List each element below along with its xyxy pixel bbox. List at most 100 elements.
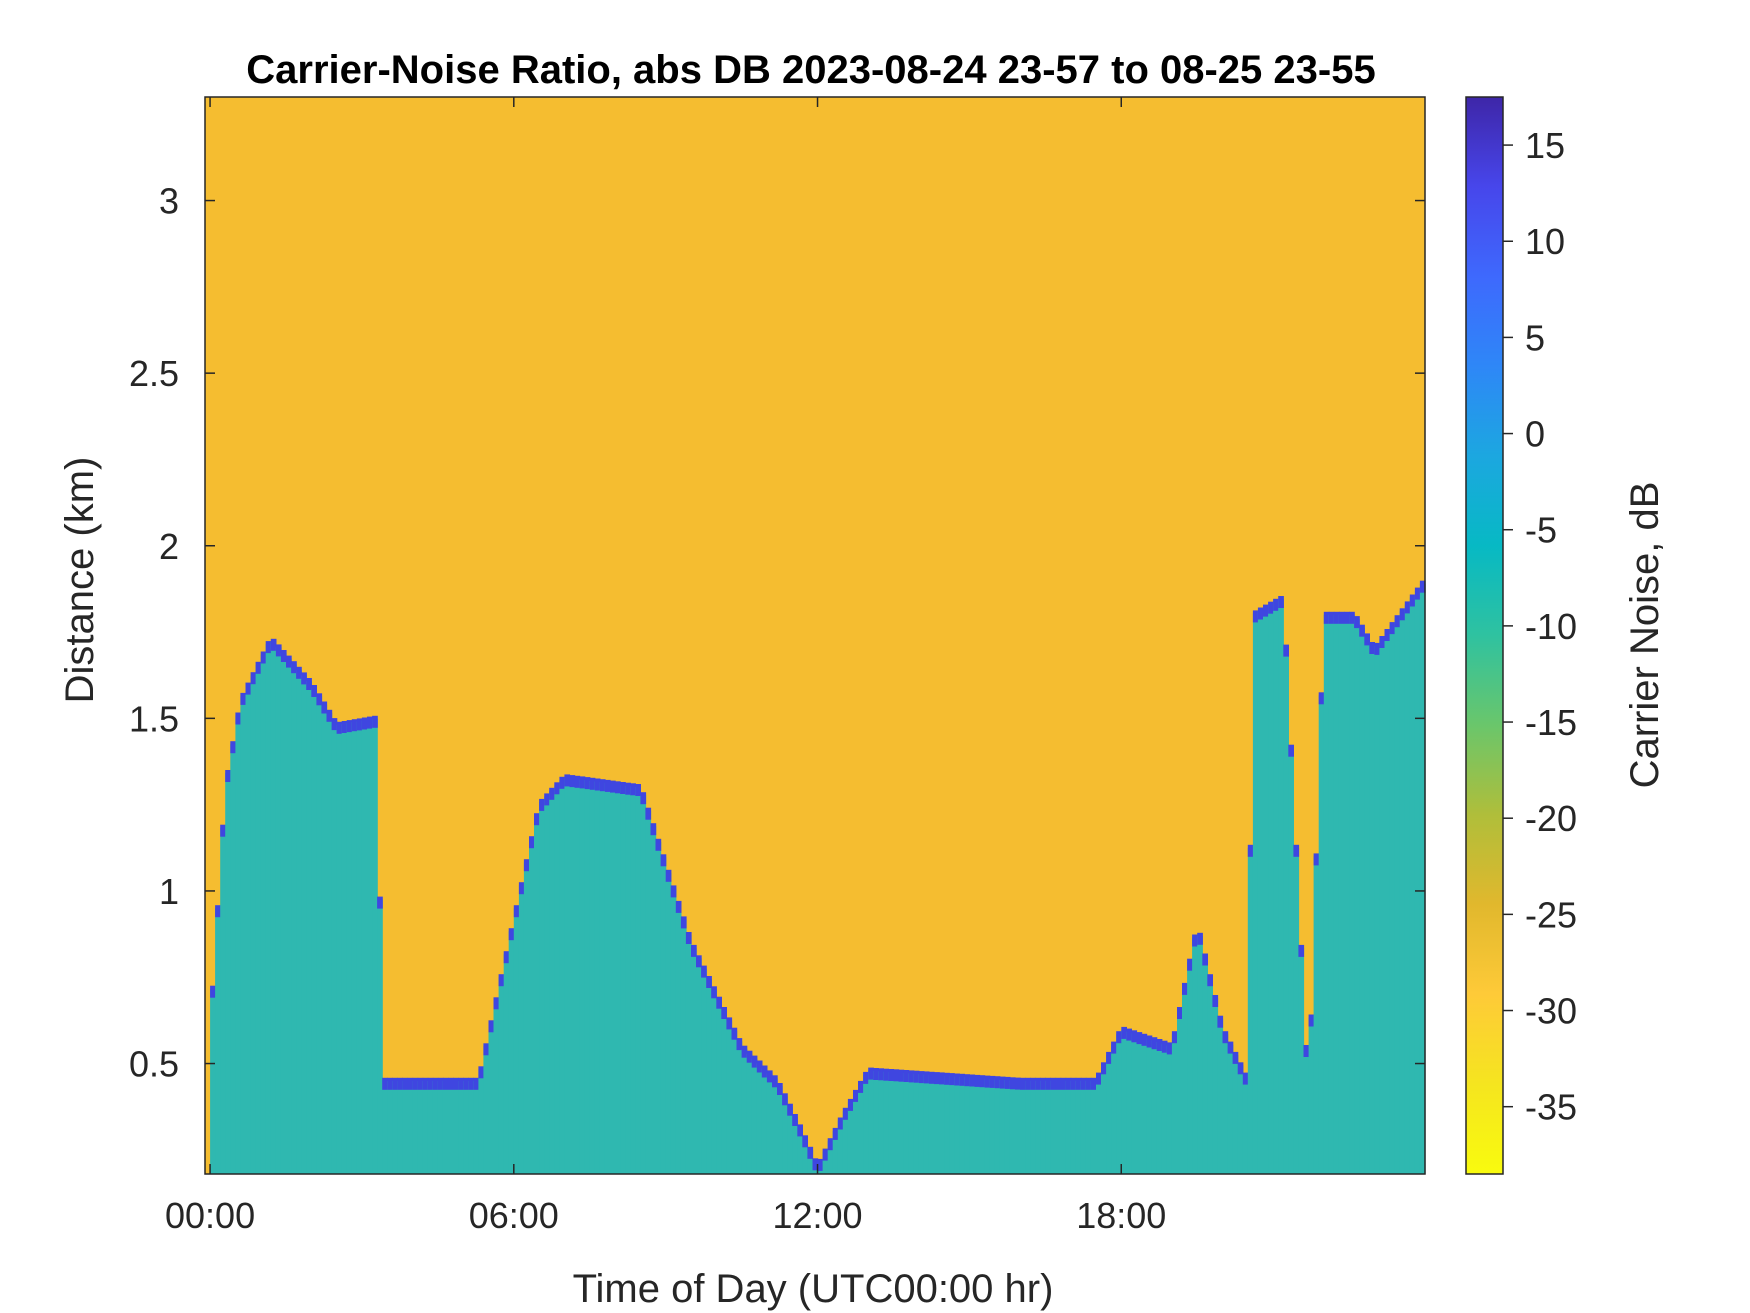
heatmap-column <box>275 647 282 1174</box>
layer-top-cell <box>1192 934 1198 947</box>
heatmap-column <box>442 1080 449 1174</box>
heatmap-column <box>949 1076 955 1174</box>
heatmap-column <box>1359 627 1365 1174</box>
layer-top-cell <box>827 1138 834 1151</box>
layer-top-cell <box>306 678 312 690</box>
layer-top-cell <box>270 638 277 651</box>
heatmap-column <box>1333 614 1340 1174</box>
layer-top-cell <box>711 986 717 999</box>
layer-top-cell <box>407 1077 414 1090</box>
layer-top-cell <box>1379 636 1386 648</box>
heatmap-column <box>296 669 302 1174</box>
heatmap-column <box>493 1000 500 1174</box>
layer-top-cell <box>392 1077 398 1090</box>
heatmap-column <box>458 1080 464 1174</box>
layer-top-cell <box>746 1050 753 1063</box>
heatmap-column <box>1212 998 1219 1174</box>
layer-top-cell <box>751 1055 758 1068</box>
layer-top-cell <box>346 720 353 733</box>
heatmap-column <box>984 1078 991 1174</box>
layer-top-cell <box>939 1072 945 1085</box>
heatmap-column <box>665 872 672 1174</box>
heatmap-column <box>321 704 328 1174</box>
heatmap-column <box>918 1074 925 1174</box>
heatmap-column <box>1182 985 1188 1174</box>
heatmap-column <box>630 786 636 1174</box>
layer-top-cell <box>311 685 317 697</box>
heatmap-column <box>670 888 677 1174</box>
heatmap-column <box>964 1077 970 1174</box>
layer-top-cell <box>356 718 363 731</box>
layer-top-cell <box>1278 596 1284 608</box>
layer-top-cell <box>999 1076 1006 1089</box>
heatmap-column <box>604 782 611 1174</box>
layer-top-cell <box>1394 615 1401 628</box>
heatmap-column <box>680 919 687 1174</box>
heatmap-column <box>260 654 267 1174</box>
layer-top-cell <box>1227 1041 1234 1054</box>
layer-top-cell <box>670 885 677 898</box>
layer-top-cell <box>235 712 242 725</box>
layer-top-cell <box>680 916 687 929</box>
layer-top-cell <box>954 1073 960 1086</box>
layer-top-cell <box>1389 622 1396 635</box>
colorbar-scale <box>1465 96 1504 1175</box>
layer-top-cell <box>1237 1062 1244 1075</box>
layer-top-cell <box>493 997 500 1010</box>
layer-top-cell <box>949 1073 955 1086</box>
heatmap-column <box>1217 1018 1224 1174</box>
layer-top-cell <box>1141 1033 1148 1046</box>
heatmap-column <box>1328 614 1335 1174</box>
layer-top-cell <box>275 644 282 657</box>
heatmap-column <box>1060 1080 1067 1174</box>
layer-top-cell <box>1151 1037 1158 1050</box>
heatmap-column <box>741 1048 748 1174</box>
heatmap-column <box>346 723 353 1174</box>
heatmap-column <box>483 1046 490 1174</box>
heatmap-column <box>959 1076 965 1174</box>
layer-top-cell <box>822 1148 829 1161</box>
heatmap-column <box>529 839 535 1174</box>
layer-top-cell <box>726 1017 733 1030</box>
heatmap-column <box>944 1075 950 1174</box>
x-tick-label: 00:00 <box>165 1195 255 1236</box>
heatmap-column <box>792 1117 798 1174</box>
layer-top-cell <box>1354 616 1360 629</box>
layer-top-cell <box>1338 611 1345 624</box>
colorbar-tick-label: -10 <box>1525 606 1577 647</box>
heatmap-column <box>240 695 247 1174</box>
heatmap-column <box>827 1141 834 1174</box>
heatmap-column <box>1369 645 1375 1174</box>
heatmap-column <box>1009 1080 1016 1174</box>
colorbar-tick-label: -35 <box>1525 1087 1577 1128</box>
heatmap-column <box>934 1075 940 1174</box>
layer-top-cell <box>473 1077 479 1090</box>
layer-top-cell <box>554 782 560 795</box>
heatmap-column <box>766 1073 773 1174</box>
layer-top-cell <box>296 666 302 679</box>
layer-top-cell <box>1252 610 1259 623</box>
x-axis: 00:00 06:00 12:00 18:00 <box>165 97 1166 1236</box>
heatmap-column <box>736 1041 743 1174</box>
heatmap-column <box>270 641 277 1174</box>
heatmap-column <box>974 1077 981 1174</box>
plot-frame <box>204 96 1426 1175</box>
heatmap-column <box>1349 614 1355 1174</box>
heatmap-column <box>706 979 712 1174</box>
colorbar-label: Carrier Noise, dB <box>1623 482 1667 789</box>
layer-top-cell <box>1268 601 1274 614</box>
heatmap-column <box>908 1073 915 1174</box>
layer-top-cell <box>291 661 297 674</box>
heatmap-column <box>675 903 682 1174</box>
heatmap-column <box>215 908 221 1174</box>
heatmap-column <box>711 989 717 1174</box>
layer-top-cell <box>645 807 652 820</box>
layer-top-cell <box>1369 642 1375 654</box>
layer-top-cell <box>665 869 672 882</box>
layer-top-cell <box>888 1069 895 1081</box>
layer-top-cell <box>1419 580 1426 593</box>
heatmap-column <box>1318 695 1325 1174</box>
heatmap-column <box>1111 1044 1117 1174</box>
heatmap-column <box>721 1010 727 1174</box>
layer-top-cell <box>230 741 236 754</box>
